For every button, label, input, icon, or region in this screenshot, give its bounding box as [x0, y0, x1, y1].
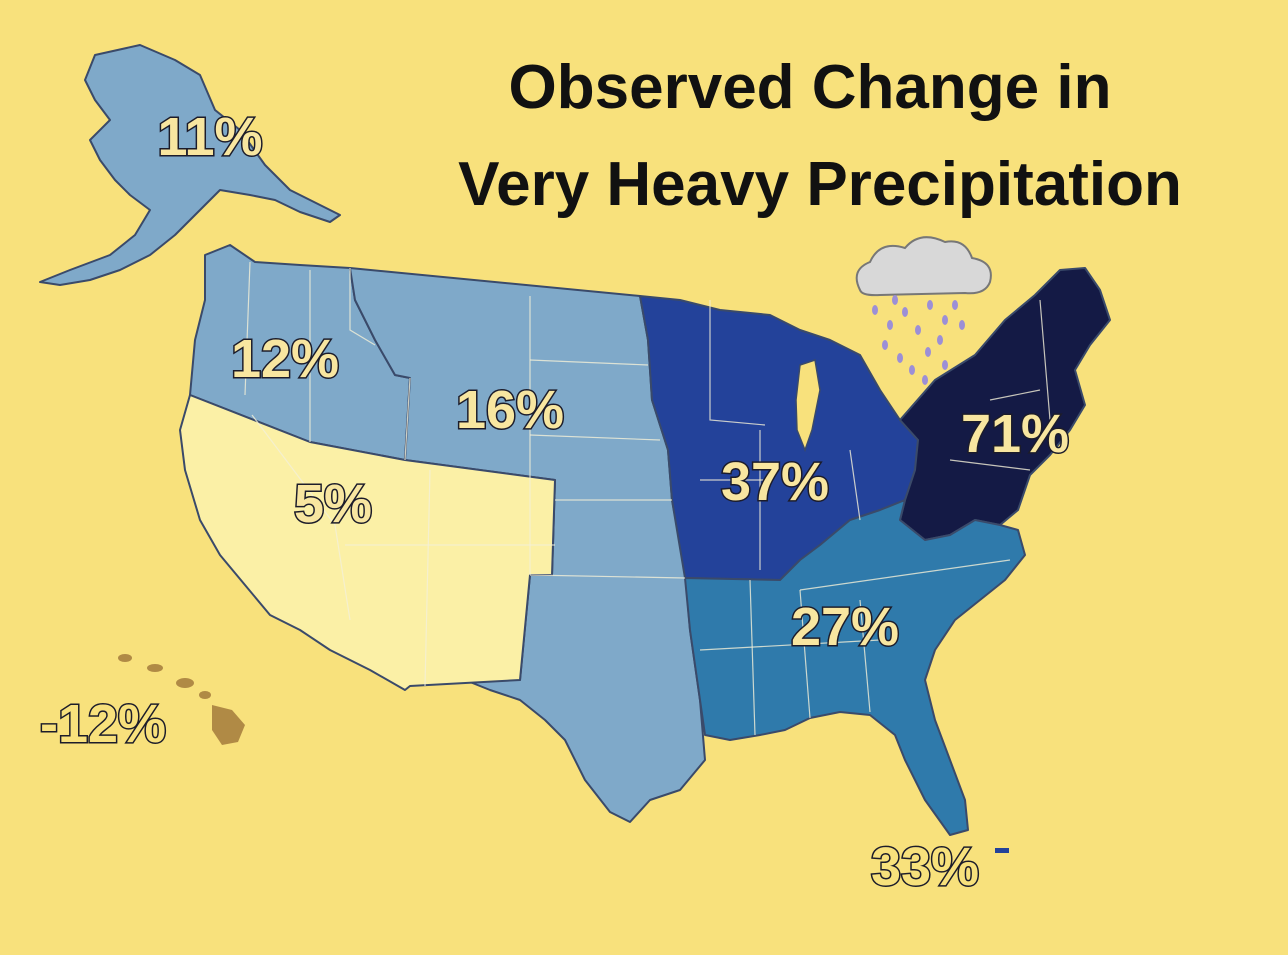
hawaii-island-4 — [199, 691, 211, 699]
label-southwest: 5% — [294, 474, 372, 534]
hawaii-island-3 — [176, 678, 194, 688]
label-puerto-rico: 33% — [871, 837, 979, 897]
label-hawaii: -12% — [40, 694, 166, 754]
hawaii-big-island — [212, 705, 245, 745]
rain-cloud-icon — [855, 236, 992, 385]
rain-drops — [872, 295, 965, 385]
label-great-plains: 16% — [456, 380, 564, 440]
region-hawaii — [118, 654, 245, 745]
state-lines — [244, 261, 1051, 736]
label-southeast: 27% — [791, 597, 899, 657]
label-midwest: 37% — [721, 452, 829, 512]
title-line-1: Observed Change in — [509, 53, 1112, 122]
region-southwest — [179, 394, 556, 691]
label-northeast: 71% — [961, 404, 1069, 464]
region-southeast — [684, 499, 1026, 836]
label-alaska: 11% — [157, 107, 262, 167]
title-line-2: Very Heavy Precipitation — [458, 150, 1182, 219]
hawaii-island-1 — [118, 654, 132, 662]
region-alaska — [39, 44, 341, 286]
alaska-shape — [39, 44, 341, 286]
hawaii-island-2 — [147, 664, 163, 672]
cloud-shape — [855, 236, 992, 297]
puerto-rico-shape — [995, 848, 1009, 853]
label-northwest: 12% — [231, 329, 339, 389]
lake-michigan — [795, 359, 821, 453]
